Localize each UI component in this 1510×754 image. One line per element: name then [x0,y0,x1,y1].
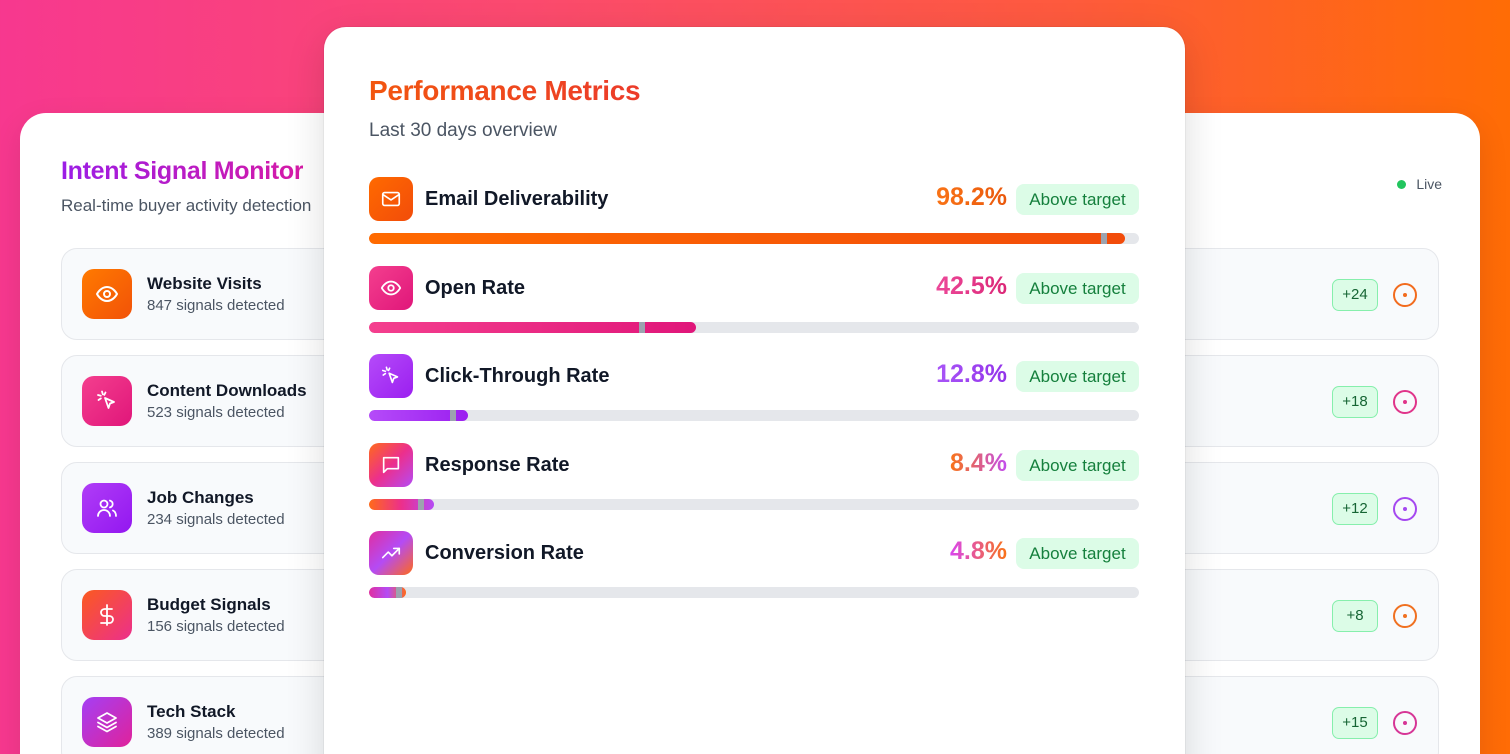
signal-count: 523 signals detected [147,404,285,421]
target-marker [449,410,456,421]
progress-fill [369,410,468,421]
eye-icon [369,265,413,310]
signal-count: 389 signals detected [147,725,285,742]
progress-fill [369,587,406,598]
signal-delta-badge: +24 [1332,279,1378,311]
signal-delta-badge: +8 [1332,600,1378,632]
signal-name: Website Visits [147,274,262,293]
dollar-icon [82,590,132,640]
metric-row: Click-Through Rate 12.8% Above target [369,354,1139,443]
cursor-click-icon [369,354,413,398]
progress-track [369,587,1139,598]
progress-track [369,410,1139,421]
signal-count: 234 signals detected [147,511,285,528]
metric-row: Response Rate 8.4% Above target [369,442,1139,532]
target-icon[interactable] [1392,496,1418,522]
signal-name: Tech Stack [147,702,236,721]
progress-track [369,498,1139,510]
signal-name: Content Downloads [147,381,307,400]
status-badge: Above target [1016,361,1139,392]
target-marker [395,587,402,598]
metric-row: Email Deliverability 98.2% Above target [369,177,1139,266]
metric-row: Conversion Rate 4.8% Above target [369,531,1139,620]
metric-value: 98.2% [936,183,1007,211]
progress-track [369,233,1139,244]
target-icon[interactable] [1392,710,1418,736]
signal-name: Job Changes [147,488,254,507]
layers-icon [82,697,132,747]
status-badge: Above target [1016,449,1139,481]
metric-name: Click-Through Rate [425,365,610,387]
mail-icon [369,177,413,221]
users-icon [82,483,132,533]
metric-value: 42.5% [936,271,1007,300]
target-icon[interactable] [1392,389,1418,415]
metric-value: 12.8% [936,360,1007,388]
metric-name: Email Deliverability [425,188,609,210]
signal-delta-badge: +12 [1332,493,1378,525]
metrics-list: Email Deliverability 98.2% Above target … [369,177,1139,620]
progress-fill [369,498,434,510]
target-icon[interactable] [1392,282,1418,308]
live-indicator: Live [1397,176,1442,192]
signal-count: 847 signals detected [147,297,285,314]
eye-icon [82,269,132,319]
status-badge: Above target [1016,184,1139,215]
message-icon [369,442,413,487]
performance-metrics-card: Performance Metrics Last 30 days overvie… [324,27,1185,754]
metric-name: Open Rate [425,276,526,299]
monitor-subtitle: Real-time buyer activity detection [61,196,312,215]
performance-title: Performance Metrics [369,75,641,106]
metric-value: 8.4% [950,448,1007,477]
target-marker [417,498,424,510]
metric-name: Conversion Rate [425,542,584,564]
metric-name: Response Rate [425,453,570,476]
live-dot-icon [1397,179,1407,189]
progress-fill [369,233,1126,244]
trending-up-icon [369,531,413,575]
performance-subtitle: Last 30 days overview [369,120,557,141]
progress-fill [369,321,697,333]
signal-delta-badge: +18 [1332,386,1378,418]
cursor-click-icon [82,376,132,426]
signal-name: Budget Signals [147,595,271,614]
signal-delta-badge: +15 [1332,707,1378,739]
signal-count: 156 signals detected [147,618,285,635]
target-marker [638,321,645,333]
progress-track [369,321,1139,333]
metric-row: Open Rate 42.5% Above target [369,265,1139,355]
monitor-title: Intent Signal Monitor [61,157,304,185]
status-badge: Above target [1016,538,1139,569]
metric-value: 4.8% [950,537,1007,565]
target-icon[interactable] [1392,603,1418,629]
target-marker [1100,233,1107,244]
status-badge: Above target [1016,272,1139,304]
live-label: Live [1416,176,1442,192]
